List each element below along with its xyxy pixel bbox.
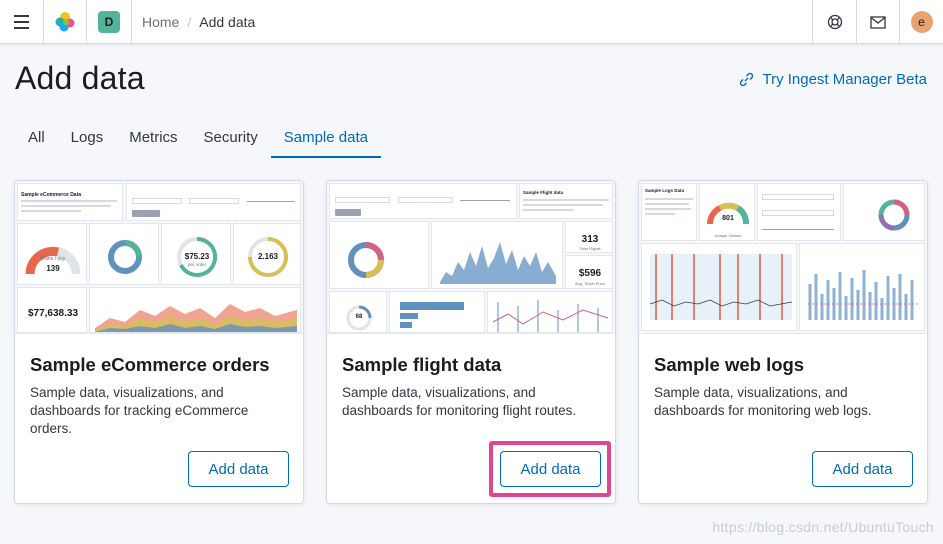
thumb-unique-visitors: 801 xyxy=(722,215,734,222)
divider xyxy=(856,0,857,44)
thumb-unique-visitors-sub: Unique Visitors xyxy=(714,233,742,238)
menu-toggle-button[interactable] xyxy=(0,0,43,44)
user-menu-button[interactable]: e xyxy=(900,0,943,44)
thumb-avg-price-panel: $75.23 per order xyxy=(161,223,231,285)
card-description: Sample data, visualizations, and dashboa… xyxy=(342,385,577,418)
help-menu-button[interactable] xyxy=(813,0,856,44)
thumb-controls-panel xyxy=(757,183,841,241)
add-web-logs-data-button[interactable]: Add data xyxy=(812,451,913,487)
link-icon xyxy=(739,72,754,87)
hamburger-icon xyxy=(14,13,29,31)
thumb-intro-panel: Sample eCommerce Data xyxy=(17,183,123,221)
page-title: Add data xyxy=(15,60,145,96)
tab-logs[interactable]: Logs xyxy=(70,129,104,146)
sample-ecommerce-card: Sample eCommerce Data Trans / day 139 xyxy=(14,180,304,504)
add-flight-data-button[interactable]: Add data xyxy=(500,451,601,487)
thumb-controls-panel xyxy=(329,183,517,219)
thumb-line-chart-panel xyxy=(487,291,613,333)
card-title: Sample eCommerce orders xyxy=(30,354,270,375)
thumb-heading: Sample eCommerce Data xyxy=(21,192,82,198)
space-selector-button[interactable]: D xyxy=(87,0,131,44)
news-feed-button[interactable] xyxy=(857,0,899,44)
tab-metrics[interactable]: Metrics xyxy=(129,129,178,146)
tab-security[interactable]: Security xyxy=(203,129,258,146)
thumb-avg-price-sub: per order xyxy=(187,262,207,267)
breadcrumb-current: Add data xyxy=(199,14,256,30)
thumb-intro-panel: Sample Flight data xyxy=(519,183,613,219)
thumb-events-chart-panel xyxy=(641,243,797,331)
sample-web-logs-card: Sample Logs Data 801 Unique Visitors xyxy=(638,180,928,504)
breadcrumb-separator: / xyxy=(187,14,192,30)
divider xyxy=(43,0,44,44)
thumb-total-flights: 313 xyxy=(581,234,599,245)
divider xyxy=(86,0,87,44)
help-lifebuoy-icon xyxy=(827,14,842,30)
mail-icon xyxy=(870,15,886,29)
divider xyxy=(899,0,900,44)
thumb-total-revenue: $77,638.33 xyxy=(27,308,79,319)
watermark: https://blog.csdn.net/UbuntuTouch xyxy=(712,519,934,535)
thumb-gauge-value: 139 xyxy=(46,264,60,273)
web-logs-dashboard-thumbnail: Sample Logs Data 801 Unique Visitors xyxy=(639,181,927,334)
thumb-total-flights-sub: Total Flights xyxy=(579,246,601,251)
breadcrumb: Home / Add data xyxy=(142,0,255,44)
thumb-controls-panel xyxy=(126,183,301,221)
top-navigation-bar: D Home / Add data e xyxy=(0,0,943,44)
thumb-bar-chart-panel xyxy=(389,291,485,333)
category-tabs: All Logs Metrics Security Sample data xyxy=(16,120,382,158)
thumb-quantity: 2.163 xyxy=(257,252,279,261)
thumb-total-panel: $77,638.33 xyxy=(17,287,87,333)
user-avatar: e xyxy=(910,11,933,33)
card-description: Sample data, visualizations, and dashboa… xyxy=(654,385,872,418)
thumb-ticket-price-panel: $596 Avg. Ticket Price xyxy=(565,255,613,289)
thumb-donut-panel xyxy=(843,183,925,241)
ingest-manager-beta-label: Try Ingest Manager Beta xyxy=(762,71,927,88)
thumb-heading: Sample Logs Data xyxy=(645,188,685,193)
thumb-gauge-panel: Trans / day 139 xyxy=(17,223,87,285)
thumb-intro-panel: Sample Logs Data xyxy=(641,183,697,241)
thumb-price-chart-panel xyxy=(431,221,563,289)
flight-dashboard-thumbnail: Sample Flight data 313 Total Flights $59… xyxy=(327,181,615,334)
elastic-logo-icon xyxy=(55,12,75,32)
sample-flight-card: Sample Flight data 313 Total Flights $59… xyxy=(326,180,616,504)
thumb-ticket-price-sub: Avg. Ticket Price xyxy=(575,281,605,286)
thumb-delays-value: 68 xyxy=(355,314,363,320)
tab-sample-data[interactable]: Sample data xyxy=(270,120,382,158)
thumb-donut-panel xyxy=(329,221,429,289)
card-title: Sample flight data xyxy=(342,354,502,375)
ecommerce-dashboard-thumbnail: Sample eCommerce Data Trans / day 139 xyxy=(15,181,303,334)
tab-all[interactable]: All xyxy=(28,129,45,146)
divider xyxy=(812,0,813,44)
thumb-ticket-price: $596 xyxy=(578,268,602,279)
ingest-manager-beta-link[interactable]: Try Ingest Manager Beta xyxy=(739,71,927,88)
thumb-avg-price: $75.23 xyxy=(184,252,210,261)
card-description: Sample data, visualizations, and dashboa… xyxy=(30,385,249,436)
card-title: Sample web logs xyxy=(654,354,805,375)
thumb-heading: Sample Flight data xyxy=(523,190,564,195)
thumb-area-chart-panel xyxy=(89,287,301,333)
thumb-delays-gauge-panel: 68 xyxy=(329,291,387,333)
space-avatar: D xyxy=(98,11,120,33)
thumb-gauge-sub: Trans / day xyxy=(40,256,66,262)
thumb-gauge-panel: 801 Unique Visitors xyxy=(699,183,755,241)
divider xyxy=(131,0,132,44)
thumb-total-flights-panel: 313 Total Flights xyxy=(565,221,613,253)
breadcrumb-home-link[interactable]: Home xyxy=(142,14,180,30)
thumb-donut-panel xyxy=(89,223,159,285)
thumb-quantity-panel: 2.163 xyxy=(233,223,301,285)
thumb-visitors-chart-panel xyxy=(799,243,925,331)
kibana-home-logo[interactable] xyxy=(44,0,86,44)
add-ecommerce-data-button[interactable]: Add data xyxy=(188,451,289,487)
